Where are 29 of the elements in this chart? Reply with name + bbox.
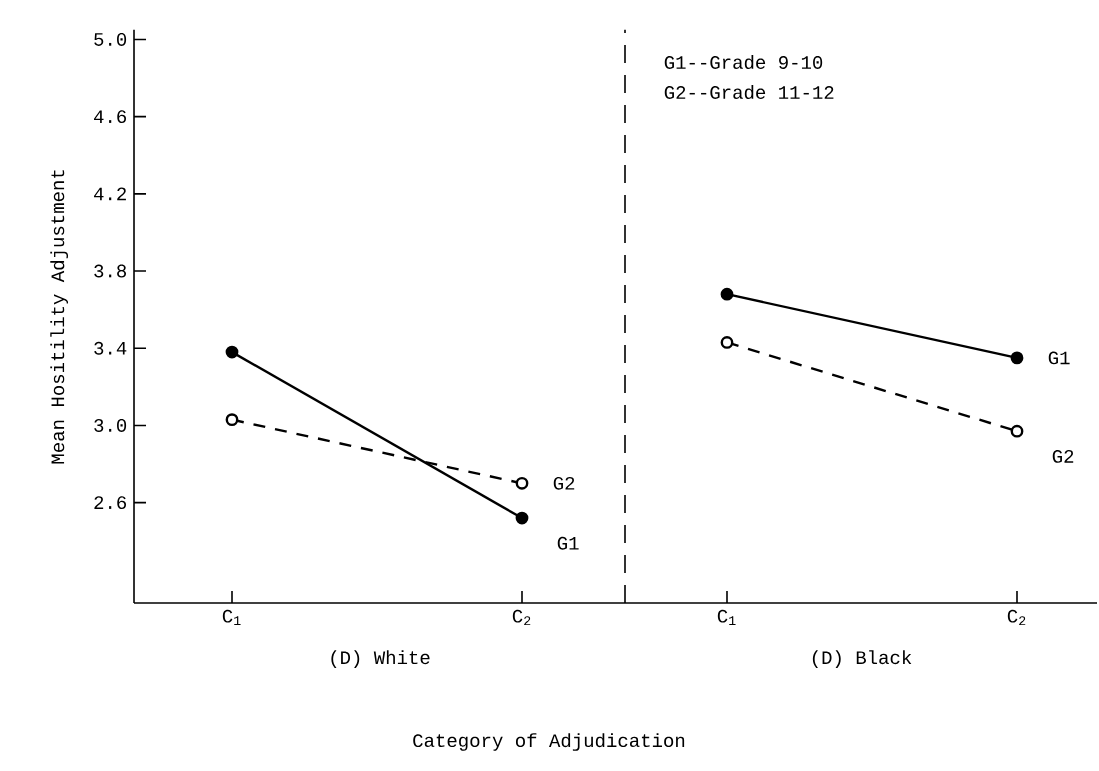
y-tick-label: 3.4: [94, 341, 127, 355]
annotation: G1--Grade 9-10: [664, 54, 823, 69]
text: Category of Adjudication: [413, 733, 685, 751]
annotation: G2--Grade 11-12: [664, 84, 834, 99]
x-axis-title: (D) Black: [812, 650, 912, 668]
x-tick-label: C$_{1}$: [222, 609, 241, 625]
x-tick-label: C$_{1}$: [717, 609, 736, 625]
y-tick-label: 3.8: [94, 264, 127, 278]
point: [225, 413, 239, 427]
point: [225, 345, 239, 359]
y-tick-label: 4.6: [94, 110, 127, 124]
point: [515, 511, 529, 525]
point: [720, 287, 734, 301]
y-tick-label: 5.0: [94, 33, 127, 46]
point: [1010, 351, 1024, 365]
x-tick-label: C$_{2}$: [1007, 609, 1026, 626]
series-label: G1: [1048, 351, 1070, 365]
series-label: G2: [1052, 449, 1074, 463]
y-tick-label: 3.0: [94, 418, 127, 432]
series-label: G1: [557, 536, 579, 550]
x-axis-title: (D) White: [331, 650, 430, 668]
y-tick-label: 4.2: [94, 187, 126, 201]
y-axis-title: Mean Hositility Adjustment: [50, 170, 69, 464]
x-tick-label: C$_{2}$: [512, 609, 531, 626]
y-tick-label: 2.6: [94, 496, 127, 510]
point: [720, 336, 734, 349]
series-label: G2: [553, 476, 575, 490]
point: [1010, 424, 1024, 438]
point: [515, 476, 529, 490]
